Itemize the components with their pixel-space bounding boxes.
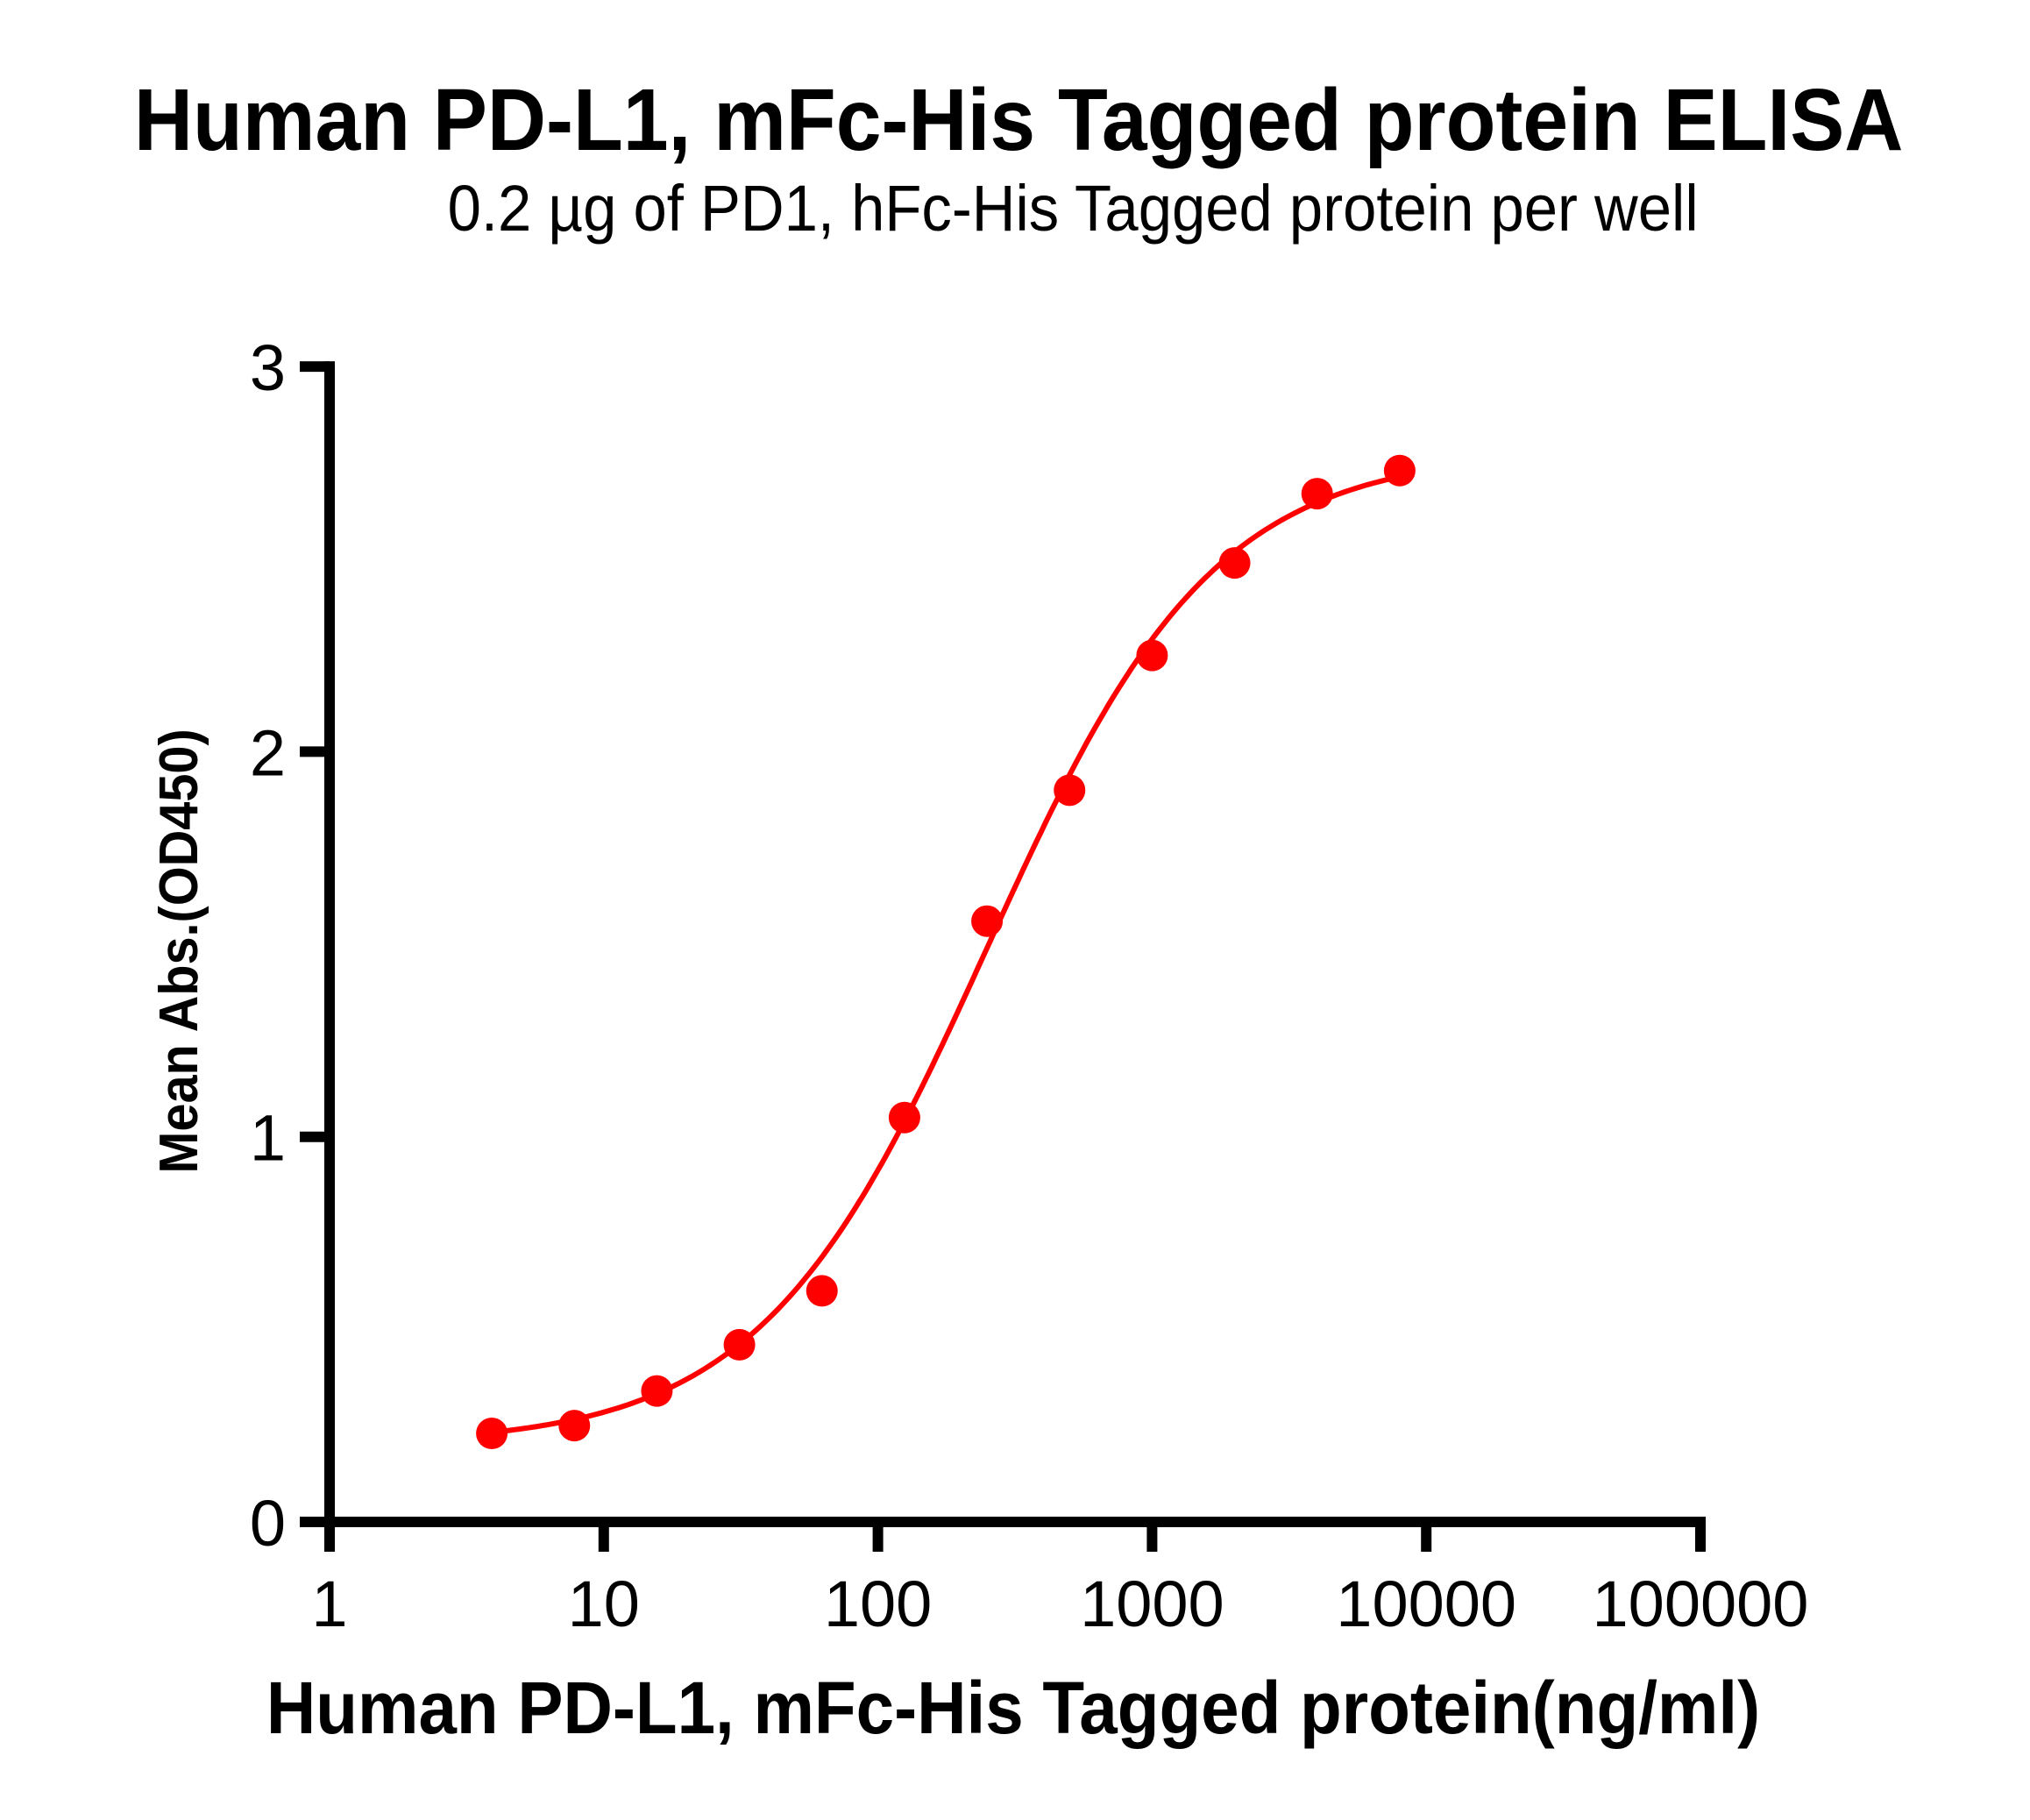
data-point [723, 1328, 756, 1361]
data-points [476, 454, 1416, 1449]
data-point [476, 1417, 508, 1449]
fit-curve [491, 473, 1401, 1435]
x-tick-label: 1 [311, 1568, 347, 1640]
x-tick-label: 10000 [1336, 1568, 1516, 1640]
x-tick-label: 100000 [1593, 1568, 1809, 1640]
chart-subtitle: 0.2 µg of PD1, hFc-His Tagged protein pe… [447, 172, 1699, 245]
chart-title: Human PD-L1, mFc-His Tagged protein ELIS… [133, 71, 1904, 169]
data-point [558, 1410, 591, 1442]
data-point [806, 1275, 838, 1307]
x-tick-label: 10 [568, 1568, 640, 1640]
y-tick-label: 1 [250, 1102, 286, 1175]
y-tick-label: 3 [250, 331, 286, 404]
data-point [1136, 639, 1168, 672]
data-point [1054, 774, 1086, 807]
data-point [971, 905, 1004, 937]
x-tick-label: 100 [824, 1568, 932, 1640]
fit-curve-path [491, 473, 1401, 1435]
data-point [641, 1375, 673, 1407]
x-axis-title: Human PD-L1, mFc-His Tagged protein(ng/m… [266, 1667, 1761, 1749]
y-tick-label: 0 [250, 1487, 286, 1560]
data-point [1383, 454, 1416, 487]
data-point [1301, 478, 1333, 510]
y-tick-label: 2 [250, 716, 286, 789]
data-point [888, 1101, 920, 1134]
x-tick-label: 1000 [1080, 1568, 1224, 1640]
data-point [1218, 547, 1251, 579]
